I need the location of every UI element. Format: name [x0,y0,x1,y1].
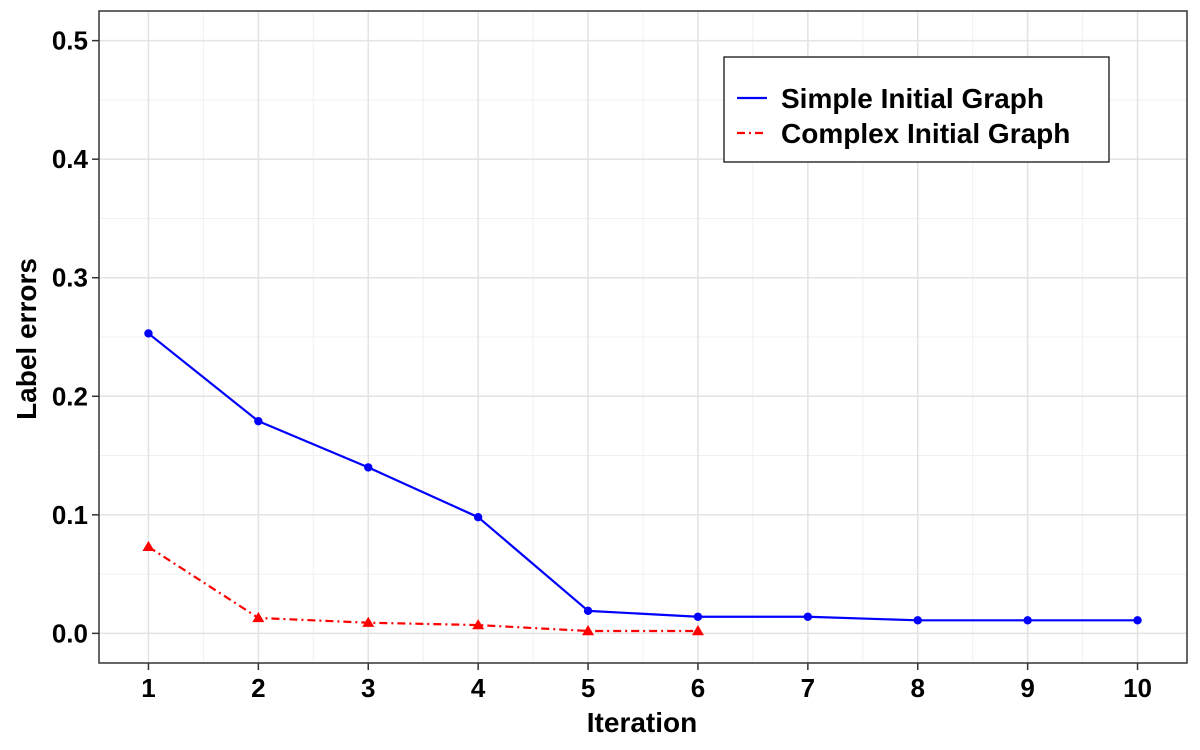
x-axis-title: Iteration [587,707,697,738]
data-point [473,512,483,522]
data-point [144,329,153,338]
x-tick-label: 9 [1020,673,1034,703]
y-tick-label: 0.5 [52,26,88,56]
data-point [362,616,375,627]
legend: Simple Initial Graph Complex Initial Gra… [723,56,1110,163]
x-tick-label: 4 [471,673,486,703]
y-tick-label: 0.4 [52,144,89,174]
y-tick-label: 0.1 [52,500,88,530]
series-line-1 [147,545,698,633]
x-tick-label: 3 [361,673,375,703]
data-point [472,619,485,630]
x-tick-label: 1 [141,673,155,703]
data-point [582,624,595,636]
legend-box [723,56,1110,163]
y-tick-label: 0.0 [52,618,88,648]
data-point [254,416,263,426]
x-tick-label: 7 [801,673,815,703]
data-point [142,540,155,552]
data-point [1133,616,1142,625]
data-point [252,611,265,623]
series-line-0 [147,332,1138,622]
series-layer [142,329,1142,636]
x-tick-label: 5 [581,673,595,703]
data-point [691,624,704,636]
y-tick-label: 0.2 [52,381,88,411]
axis-ticks [92,39,1139,670]
x-tick-label: 2 [251,673,265,703]
y-tick-label: 0.3 [52,263,88,293]
x-tick-label: 6 [691,673,705,703]
x-tick-label: 8 [911,673,925,703]
data-point [693,612,703,621]
data-point [803,612,813,621]
tick-labels: 1 2 3 4 5 6 7 8 9 10 0.0 0.1 0.2 0.3 0.4 0.5 [52,26,1152,703]
legend-label-complex: Complex Initial Graph [781,118,1070,149]
data-point [364,463,373,472]
data-point [583,606,593,616]
data-point [1023,616,1032,625]
plot-panel-border [98,10,1188,664]
legend-label-simple: Simple Initial Graph [781,83,1044,114]
data-point [913,616,922,625]
x-tick-label: 10 [1123,673,1152,703]
y-axis-title: Label errors [11,258,42,420]
